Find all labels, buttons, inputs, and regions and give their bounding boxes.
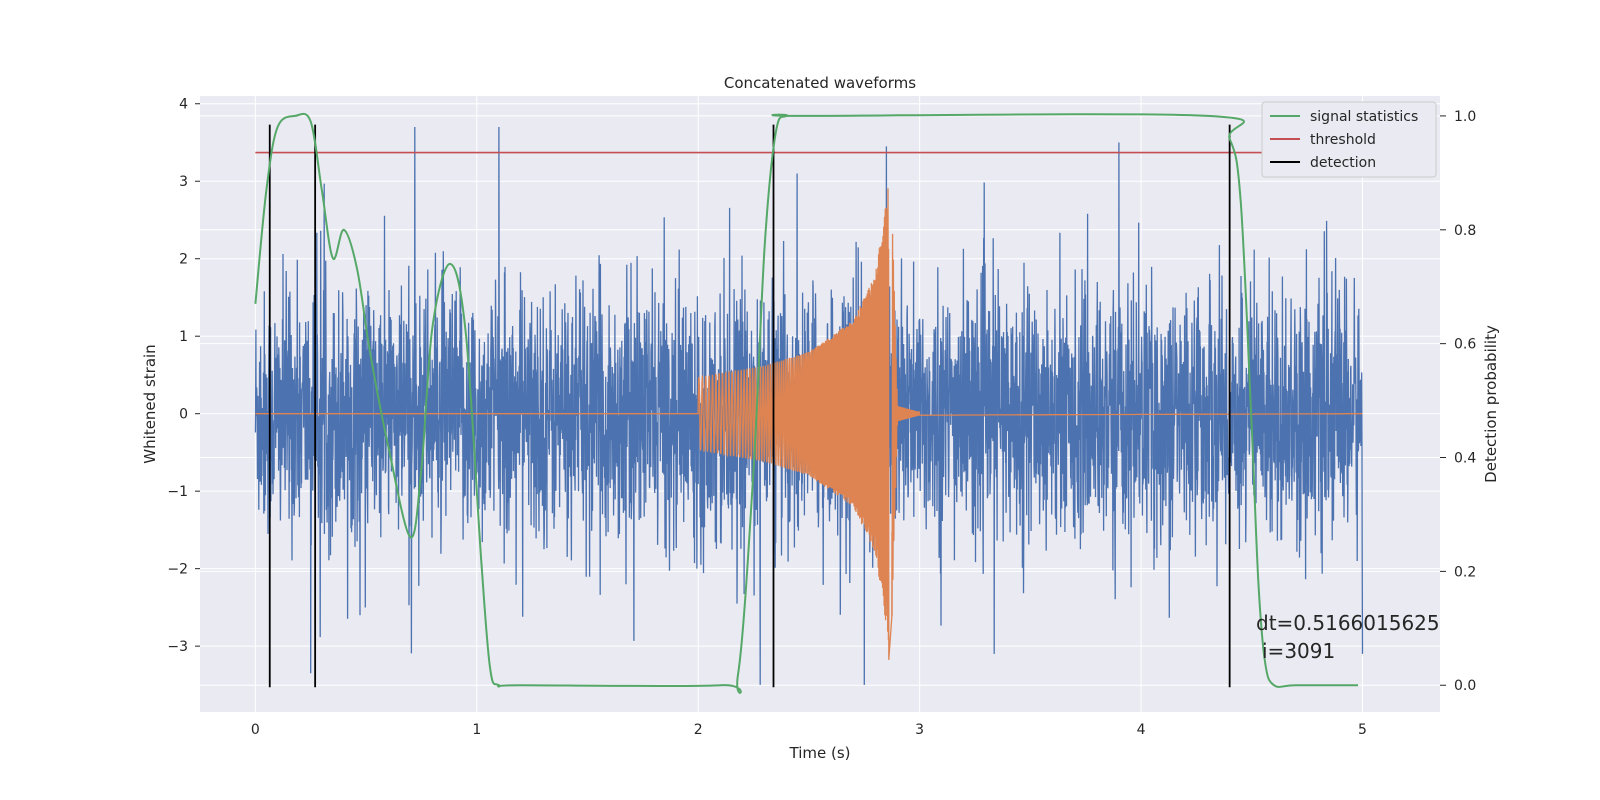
legend-label-detection: detection bbox=[1310, 155, 1376, 171]
y-right-tick-label: 1.0 bbox=[1454, 109, 1476, 125]
y-axis-label: Whitened strain bbox=[141, 344, 159, 463]
y-right-tick-label: 0.6 bbox=[1454, 337, 1476, 353]
legend: signal statistics threshold detection bbox=[1261, 101, 1437, 178]
x-axis-label: Time (s) bbox=[789, 744, 851, 762]
series-layer bbox=[254, 112, 1364, 694]
x-tick-label: 3 bbox=[915, 722, 924, 738]
x-tick-label: 0 bbox=[251, 722, 260, 738]
x-tick-label: 1 bbox=[472, 722, 481, 738]
noise-series-line bbox=[254, 126, 1364, 685]
x-tick-label: 4 bbox=[1137, 722, 1146, 738]
y-tick-label: 0 bbox=[179, 407, 188, 423]
legend-box bbox=[1261, 101, 1437, 178]
ticks-layer: 0 1 2 3 4 5 −3 −2 −1 0 1 2 3 4 0.0 0.2 0.4 0.6 0.8 1.0 bbox=[167, 97, 1476, 738]
legend-label-threshold: threshold bbox=[1310, 132, 1376, 148]
chart-title: Concatenated waveforms bbox=[724, 74, 916, 92]
y-tick-label: 4 bbox=[179, 97, 188, 113]
y-tick-label: 3 bbox=[179, 174, 188, 190]
x-tick-label: 2 bbox=[694, 722, 703, 738]
y-right-tick-label: 0.4 bbox=[1454, 451, 1476, 467]
y-right-tick-label: 0.2 bbox=[1454, 564, 1476, 580]
legend-label-signal: signal statistics bbox=[1310, 109, 1418, 125]
y-tick-label: −1 bbox=[167, 484, 188, 500]
annotation-dt: dt=0.5166015625 bbox=[1256, 611, 1440, 635]
y-tick-label: −2 bbox=[167, 562, 188, 578]
y-tick-label: 2 bbox=[179, 252, 188, 268]
y-tick-label: 1 bbox=[179, 329, 188, 345]
y-axis-right-label: Detection probability bbox=[1482, 325, 1500, 483]
y-tick-label: −3 bbox=[167, 639, 188, 655]
signal-statistics-line bbox=[254, 112, 1359, 694]
annotation-i: i=3091 bbox=[1262, 639, 1335, 663]
y-right-tick-label: 0.8 bbox=[1454, 223, 1476, 239]
y-right-tick-label: 0.0 bbox=[1454, 678, 1476, 694]
chirp-series-line bbox=[255, 188, 1363, 660]
x-tick-label: 5 bbox=[1358, 722, 1367, 738]
